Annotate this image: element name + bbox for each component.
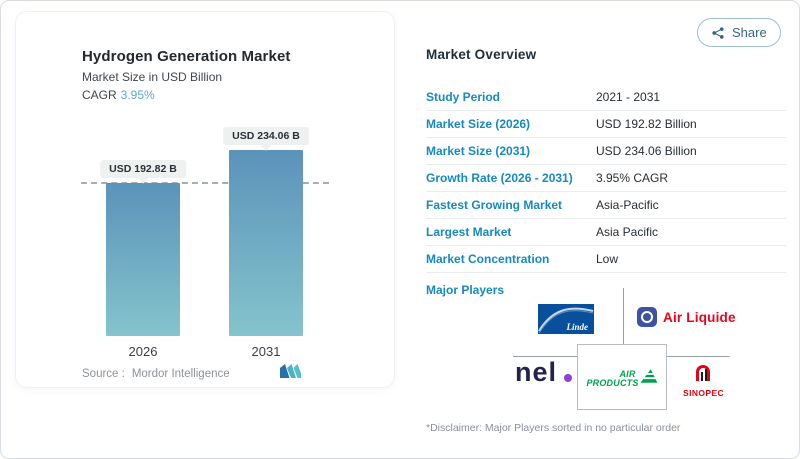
bar-2026 — [106, 183, 180, 336]
table-row: Largest Market Asia Pacific — [426, 219, 786, 246]
row-value: 2021 - 2031 — [596, 90, 661, 104]
air-products-emblem-icon — [639, 369, 659, 388]
row-label: Study Period — [426, 90, 501, 104]
players-connector-right — [667, 356, 730, 357]
cagr-value: 3.95% — [120, 88, 155, 102]
air-liquide-logo-icon — [637, 307, 657, 327]
source-row: Source : Mordor Intelligence — [82, 368, 230, 380]
bar-value-label-2026: USD 192.82 B — [100, 160, 186, 178]
sinopec-logo-icon — [696, 365, 710, 381]
x-axis-label-2026: 2026 — [128, 344, 158, 359]
air-products-logo: AIR PRODUCTS — [580, 369, 664, 388]
mordor-intelligence-logo-icon — [280, 364, 301, 383]
cagr-label: CAGR — [82, 88, 117, 102]
overview-table: Study Period 2021 - 2031 Market Size (20… — [426, 84, 786, 273]
row-label: Market Size (2031) — [426, 144, 531, 158]
nel-logo: nel — [515, 357, 573, 387]
reference-dashed-line — [81, 182, 329, 184]
row-value: USD 192.82 Billion — [596, 117, 697, 131]
sinopec-logo-label: SINOPEC — [683, 388, 725, 398]
bar-2031 — [229, 150, 303, 336]
row-label: Market Size (2026) — [426, 117, 531, 131]
row-value: Asia-Pacific — [596, 198, 659, 212]
table-row: Market Size (2026) USD 192.82 Billion — [426, 111, 786, 138]
row-value: USD 234.06 Billion — [596, 144, 697, 158]
linde-wave-icon — [538, 307, 594, 334]
nel-dot-icon — [564, 373, 573, 382]
share-icon — [711, 26, 725, 40]
row-value: Asia Pacific — [596, 225, 659, 239]
table-row: Growth Rate (2026 - 2031) 3.95% CAGR — [426, 165, 786, 192]
row-value: Low — [596, 252, 619, 266]
players-connector-left — [513, 356, 577, 357]
row-value: 3.95% CAGR — [596, 171, 669, 185]
chart-subtitle: Market Size in USD Billion — [82, 70, 223, 84]
bar-value-label-2031: USD 234.06 B — [223, 127, 309, 145]
source-value: Mordor Intelligence — [131, 368, 230, 380]
cagr-row: CAGR 3.95% — [82, 88, 155, 102]
overview-title: Market Overview — [426, 47, 537, 62]
linde-logo-label: Linde — [566, 322, 589, 332]
disclaimer-text: *Disclaimer: Major Players sorted in no … — [426, 422, 681, 434]
major-players-label: Major Players — [426, 283, 505, 297]
source-label: Source : — [82, 368, 125, 380]
chart-card: Hydrogen Generation Market Market Size i… — [15, 11, 395, 388]
chart-title: Hydrogen Generation Market — [82, 48, 291, 65]
table-row: Market Concentration Low — [426, 246, 786, 273]
nel-logo-label: nel — [515, 357, 558, 387]
table-row: Market Size (2031) USD 234.06 Billion — [426, 138, 786, 165]
row-label: Largest Market — [426, 225, 512, 239]
players-connector-vertical — [623, 288, 624, 345]
share-button-label: Share — [732, 25, 767, 40]
share-button[interactable]: Share — [697, 18, 781, 47]
row-label: Growth Rate (2026 - 2031) — [426, 171, 573, 185]
x-axis-label-2031: 2031 — [251, 344, 281, 359]
row-label: Fastest Growing Market — [426, 198, 563, 212]
air-liquide-logo: Air Liquide — [637, 307, 736, 327]
table-row: Fastest Growing Market Asia-Pacific — [426, 192, 786, 219]
sinopec-logo: SINOPEC — [683, 365, 725, 398]
linde-logo: Linde — [538, 304, 594, 334]
air-products-logo-label: AIR PRODUCTS — [586, 368, 639, 388]
air-liquide-logo-label: Air Liquide — [663, 309, 736, 325]
table-row: Study Period 2021 - 2031 — [426, 84, 786, 111]
row-label: Market Concentration — [426, 252, 550, 266]
